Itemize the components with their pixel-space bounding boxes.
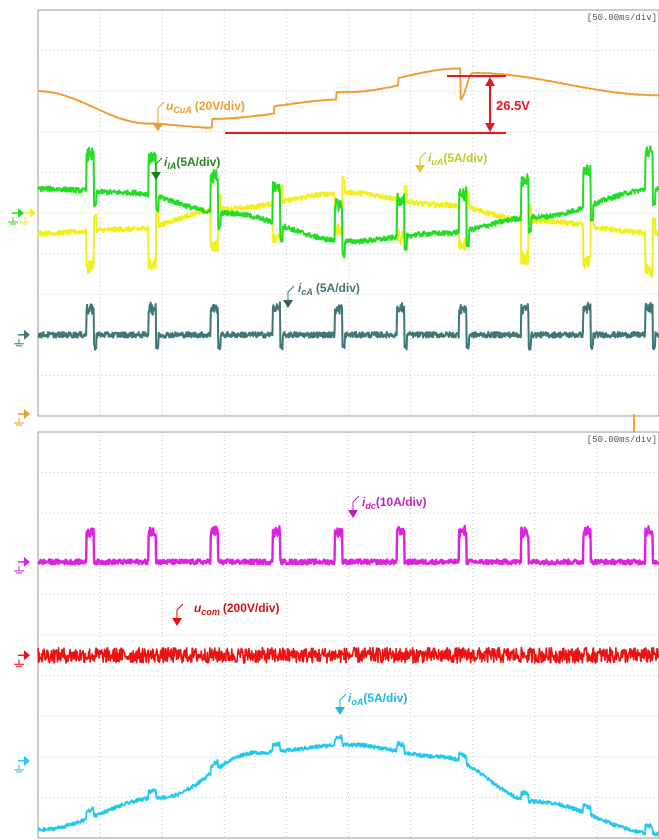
top-channel-markers <box>8 208 36 426</box>
ilA-trace <box>37 145 659 259</box>
bottom-panel: [50.00ms/div] idc(10A/div) ucom (200V/div… <box>14 431 659 839</box>
top-panel: [50.00ms/div] 26.5V uCuA (20V/div) ilA(5A… <box>8 9 659 426</box>
idc-leader <box>352 495 360 510</box>
bottom-traces <box>37 524 659 837</box>
ucA-trace <box>37 67 659 129</box>
icA-trace <box>37 301 659 351</box>
top-timebase: [50.00ms/div] <box>587 13 657 23</box>
ilA-marker-icon <box>151 172 161 180</box>
bottom-frame <box>37 431 659 839</box>
label-icA: icA (5A/div) <box>283 281 360 308</box>
top-frame <box>37 9 659 417</box>
top-traces <box>37 67 659 351</box>
iuA-marker-icon <box>415 165 425 173</box>
label-iuA: iuA(5A/div) <box>415 151 487 173</box>
icA-text: icA (5A/div) <box>298 281 360 297</box>
bottom-channel-markers <box>14 556 30 773</box>
iuA-text: iuA(5A/div) <box>428 151 487 167</box>
label-ucA: uCuA (20V/div) <box>153 99 245 131</box>
idc-text: idc(10A/div) <box>362 495 427 511</box>
measurement-annotation: 26.5V <box>225 75 530 134</box>
ioA-trace <box>37 734 659 837</box>
ioA-leader <box>339 693 347 707</box>
ucom-trace <box>37 646 659 664</box>
ilA-text: ilA(5A/div) <box>164 155 220 171</box>
ioA-text: ioA(5A/div) <box>348 691 407 707</box>
ucA-marker-icon <box>153 124 163 131</box>
label-idc: idc(10A/div) <box>348 495 427 518</box>
ucom-marker-icon <box>172 618 182 626</box>
ioA-marker-icon <box>335 707 345 715</box>
idc-trace <box>37 524 659 566</box>
idc-marker-icon <box>348 510 358 518</box>
ilA-leader <box>155 157 163 172</box>
measurement-arrow-up-icon <box>485 77 495 86</box>
label-ucom: ucom (200V/div) <box>172 601 280 626</box>
label-ioA: ioA(5A/div) <box>335 691 407 715</box>
ucA-text: uCuA (20V/div) <box>166 99 245 115</box>
iuA-leader <box>419 151 427 165</box>
bottom-timebase: [50.00ms/div] <box>587 435 657 445</box>
icA-leader <box>287 285 295 300</box>
measurement-label: 26.5V <box>496 98 530 113</box>
bottom-grid <box>38 432 659 838</box>
measurement-arrow-down-icon <box>485 123 495 132</box>
label-ilA: ilA(5A/div) <box>151 155 220 180</box>
ucom-leader <box>176 603 184 618</box>
ucom-text: ucom (200V/div) <box>194 601 280 617</box>
icA-marker-icon <box>283 300 293 308</box>
iuA-trace <box>37 175 659 279</box>
ucA-leader <box>157 101 165 124</box>
